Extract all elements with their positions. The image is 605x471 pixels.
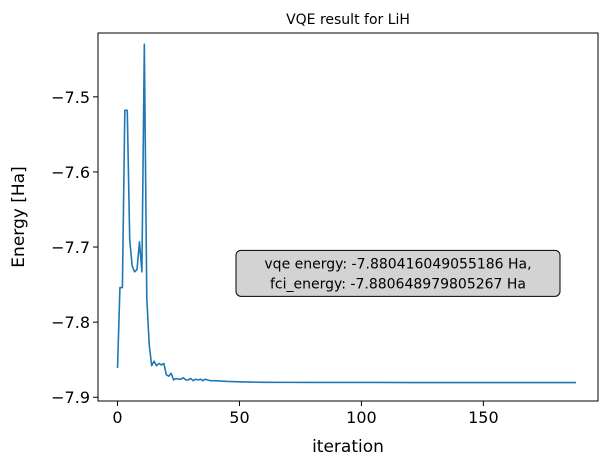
y-tick-label: −7.5 — [51, 88, 90, 107]
y-tick-label: −7.8 — [51, 313, 90, 332]
annotation-box — [235, 249, 561, 297]
y-tick-label: −7.6 — [51, 163, 90, 182]
x-tick-label: 0 — [112, 408, 122, 427]
annotation-line: fci_energy: -7.880648979805267 Ha — [270, 276, 526, 292]
y-tick-label: −7.7 — [51, 238, 90, 257]
x-tick-label: 150 — [468, 408, 499, 427]
x-tick-label: 100 — [346, 408, 377, 427]
series-line-0 — [116, 43, 577, 384]
x-tick-label: 50 — [229, 408, 249, 427]
annotation-line: vqe energy: -7.880416049055186 Ha, — [264, 256, 531, 272]
plot-frame — [97, 32, 599, 402]
y-tick-label: −7.9 — [51, 388, 90, 407]
x-axis-label: iteration — [312, 437, 384, 457]
y-axis-label: Energy [Ha] — [9, 166, 29, 267]
chart-title: VQE result for LiH — [286, 12, 410, 28]
